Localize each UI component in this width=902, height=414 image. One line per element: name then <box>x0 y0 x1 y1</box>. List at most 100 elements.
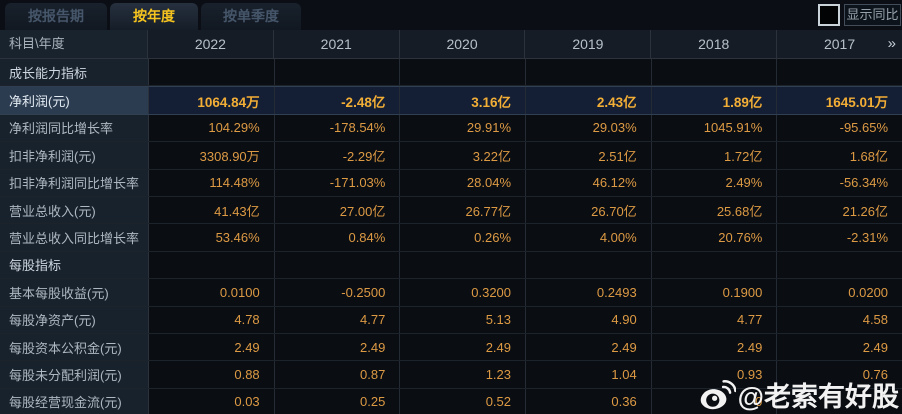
cell: 104.29% <box>149 114 275 142</box>
row-label: 营业总收入同比增长率 <box>0 224 149 251</box>
year-header-2019: 2019 <box>525 30 652 58</box>
cell: 0.84% <box>275 224 401 251</box>
cell: 0.36 <box>526 388 652 414</box>
cell <box>526 251 652 279</box>
table-row[interactable]: 成长能力指标 <box>0 59 902 87</box>
cell: 46.12% <box>526 169 652 196</box>
year-header-2022: 2022 <box>148 30 274 58</box>
year-header-2018: 2018 <box>651 30 778 58</box>
cell: -95.65% <box>839 120 889 136</box>
table-row[interactable]: 营业总收入同比增长率 53.46% 0.84% 0.26% 4.00% 20.7… <box>0 224 902 252</box>
cell: 1064.84万 <box>149 87 275 114</box>
cell: 2.49 <box>526 333 652 361</box>
cell: 2.49 <box>400 333 527 361</box>
cell <box>652 251 778 279</box>
cell: 26.77亿 <box>400 196 527 224</box>
cell: 29.03% <box>526 114 652 142</box>
tab-by-single-quarter[interactable]: 按单季度 <box>201 3 301 30</box>
table-row[interactable]: 扣非净利润同比增长率 114.48% -171.03% 28.04% 46.12… <box>0 169 902 197</box>
cell <box>400 251 527 279</box>
tab-by-year[interactable]: 按年度 <box>110 3 198 30</box>
row-label: 每股经营现金流(元) <box>0 388 149 414</box>
row-label: 每股资本公积金(元) <box>0 333 149 361</box>
table-row[interactable]: 扣非净利润(元) 3308.90万 -2.29亿 3.22亿 2.51亿 1.7… <box>0 142 902 170</box>
cell: 0 <box>652 388 778 414</box>
cell <box>526 59 652 86</box>
cell: 0.93 <box>652 361 778 388</box>
year-header-2017: 2017 » <box>777 30 902 58</box>
year-header-2021: 2021 <box>274 30 400 58</box>
cell: 2.49 <box>149 333 275 361</box>
cell: -0.2500 <box>275 279 401 306</box>
cell <box>652 59 778 86</box>
table-row[interactable]: 每股指标 <box>0 251 902 280</box>
cell: 0.3200 <box>400 279 527 306</box>
row-label: 扣非净利润同比增长率 <box>0 169 149 196</box>
cell <box>777 252 902 278</box>
row-label: 每股指标 <box>0 251 149 279</box>
cell: 3308.90万 <box>149 142 275 169</box>
cell: 0.25 <box>275 388 401 414</box>
tab-by-report-period[interactable]: 按报告期 <box>5 3 107 30</box>
row-label: 每股净资产(元) <box>0 306 149 333</box>
double-chevron-right-icon[interactable]: » <box>887 35 896 52</box>
cell: -2.48亿 <box>275 87 401 114</box>
table-row[interactable]: 每股未分配利润(元) 0.88 0.87 1.23 1.04 0.93 0.76 <box>0 361 902 389</box>
cell: -56.34% <box>839 175 889 191</box>
cell: 26.70亿 <box>526 196 652 224</box>
cell <box>777 59 902 85</box>
cell: -178.54% <box>275 114 401 142</box>
table-row[interactable]: 每股资本公积金(元) 2.49 2.49 2.49 2.49 2.49 2.49 <box>0 333 902 362</box>
row-label: 营业总收入(元) <box>0 196 149 224</box>
show-yoy-button[interactable]: 显示同比 <box>844 4 901 26</box>
cell: 3.16亿 <box>400 87 527 114</box>
cell <box>149 251 275 279</box>
cell: 1.89亿 <box>652 87 778 114</box>
table-row[interactable]: 每股净资产(元) 4.78 4.77 5.13 4.90 4.77 4.58 <box>0 306 902 334</box>
cell: 1645.01万 <box>825 94 889 110</box>
cell: 0.87 <box>275 361 401 388</box>
cell: 1.68亿 <box>849 148 889 164</box>
table-row[interactable]: 基本每股收益(元) 0.0100 -0.2500 0.3200 0.2493 0… <box>0 279 902 307</box>
cell: 2.51亿 <box>526 142 652 169</box>
cell: 28.04% <box>400 169 527 196</box>
row-label: 扣非净利润(元) <box>0 142 149 169</box>
cell: 25.68亿 <box>652 196 778 224</box>
year-header-2020: 2020 <box>400 30 526 58</box>
row-label: 净利润同比增长率 <box>0 114 149 142</box>
cell: 41.43亿 <box>149 196 275 224</box>
cell: 1.04 <box>526 361 652 388</box>
cell: 21.26亿 <box>842 203 889 219</box>
table-row[interactable]: 营业总收入(元) 41.43亿 27.00亿 26.77亿 26.70亿 25.… <box>0 196 902 225</box>
corner-header: 科目\年度 <box>0 30 148 58</box>
cell <box>275 251 401 279</box>
cell: 2.49 <box>275 333 401 361</box>
row-label: 净利润(元) <box>0 87 149 114</box>
table-row[interactable]: 净利润同比增长率 104.29% -178.54% 29.91% 29.03% … <box>0 114 902 143</box>
cell: 1045.91% <box>652 114 778 142</box>
row-label: 基本每股收益(元) <box>0 279 149 306</box>
cell <box>275 59 401 86</box>
cell: -2.29亿 <box>275 142 401 169</box>
cell: 5.13 <box>400 306 527 333</box>
cell: 1.23 <box>400 361 527 388</box>
period-tab-bar: 按报告期 按年度 按单季度 显示同比 <box>0 0 902 30</box>
row-label: 成长能力指标 <box>0 59 149 86</box>
cell: 4.78 <box>149 306 275 333</box>
cell: -2.31% <box>846 230 889 246</box>
cell: 0.0200 <box>848 284 889 300</box>
table-header-row: 科目\年度 2022 2021 2020 2019 2018 2017 » <box>0 30 902 59</box>
cell: 27.00亿 <box>275 196 401 224</box>
cell: 29.91% <box>400 114 527 142</box>
cell <box>400 59 527 86</box>
cell: 0.76 <box>862 366 889 382</box>
cell: 2.49% <box>652 169 778 196</box>
show-yoy-checkbox[interactable] <box>818 4 840 26</box>
cell: 4.77 <box>652 306 778 333</box>
table-row[interactable]: 每股经营现金流(元) 0.03 0.25 0.52 0.36 0 <box>0 388 902 414</box>
table-row[interactable]: 净利润(元) 1064.84万 -2.48亿 3.16亿 2.43亿 1.89亿… <box>0 86 902 115</box>
cell: 2.49 <box>652 333 778 361</box>
cell: 4.00% <box>526 224 652 251</box>
cell: 0.0100 <box>149 279 275 306</box>
